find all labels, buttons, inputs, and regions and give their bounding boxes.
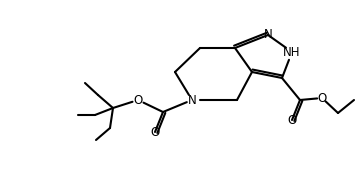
Text: N: N xyxy=(264,29,272,42)
Text: O: O xyxy=(318,92,326,105)
Text: N: N xyxy=(188,93,197,106)
Text: O: O xyxy=(287,113,297,126)
Text: O: O xyxy=(134,93,143,106)
Text: NH: NH xyxy=(283,45,301,58)
Text: O: O xyxy=(150,125,159,139)
